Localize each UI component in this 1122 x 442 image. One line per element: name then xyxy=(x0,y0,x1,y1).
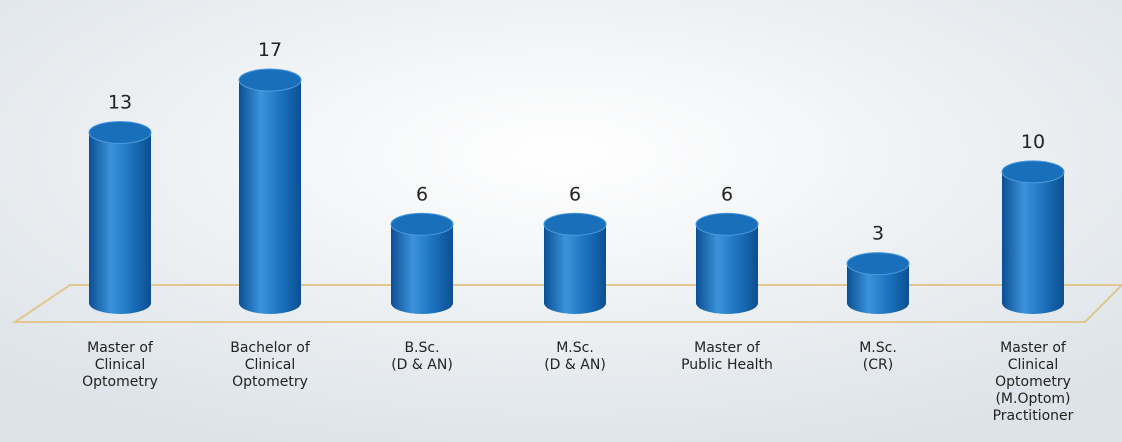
x-tick-label: Clinical xyxy=(95,357,145,373)
x-tick-label: Optometry xyxy=(995,374,1071,390)
cylinder xyxy=(1002,171,1064,314)
value-label: 6 xyxy=(569,183,581,205)
cylinder xyxy=(696,224,758,314)
x-tick-label: (CR) xyxy=(863,357,893,373)
x-tick-label: Bachelor of xyxy=(230,340,311,356)
x-tick-label: Clinical xyxy=(245,357,295,373)
value-label: 13 xyxy=(108,91,132,113)
x-tick-label: Optometry xyxy=(232,374,308,390)
x-tick-label: Public Health xyxy=(681,357,773,373)
cylinder-top xyxy=(390,212,454,236)
cylinder-top xyxy=(695,212,759,236)
cylinder-top xyxy=(238,68,302,92)
x-tick-label: (D & AN) xyxy=(391,357,453,373)
cylinder xyxy=(847,263,909,314)
cylinder-top xyxy=(543,212,607,236)
cylinder xyxy=(89,132,151,314)
cylinder xyxy=(391,224,453,314)
x-tick-label: M.Sc. xyxy=(859,340,897,356)
x-tick-label: (M.Optom) xyxy=(995,391,1070,407)
x-tick-label: M.Sc. xyxy=(556,340,594,356)
x-tick-label: Master of xyxy=(87,340,154,356)
cylinder-top xyxy=(1001,160,1065,184)
x-tick-label: Clinical xyxy=(1008,357,1058,373)
value-label: 3 xyxy=(872,223,884,245)
x-tick-label: Master of xyxy=(1000,340,1067,356)
cylinder-top xyxy=(88,120,152,144)
floor xyxy=(11,284,1122,323)
x-tick-label: Optometry xyxy=(82,374,158,390)
value-label: 17 xyxy=(258,39,282,61)
x-tick-label: (D & AN) xyxy=(544,357,606,373)
value-label: 6 xyxy=(721,183,733,205)
cylinder-top xyxy=(846,252,910,276)
cylinder xyxy=(544,224,606,314)
value-label: 6 xyxy=(416,183,428,205)
value-label: 10 xyxy=(1021,131,1045,153)
x-tick-label: Practitioner xyxy=(993,408,1074,424)
cylinder xyxy=(239,80,301,314)
x-tick-label: B.Sc. xyxy=(404,340,439,356)
x-tick-label: Master of xyxy=(694,340,761,356)
